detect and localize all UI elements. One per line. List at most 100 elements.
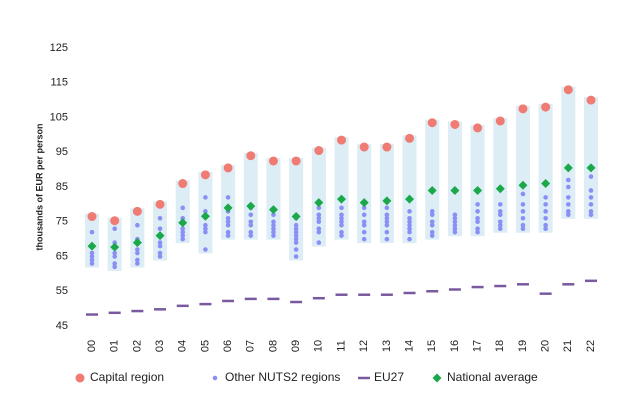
x-tick-label: 08 xyxy=(267,340,279,352)
national-diamond xyxy=(382,196,392,206)
range-bar xyxy=(379,144,394,244)
other-region-dot xyxy=(180,205,186,211)
other-region-dot xyxy=(203,229,208,235)
other-region-dot xyxy=(475,226,480,231)
other-region-dot xyxy=(543,226,548,231)
other-region-dot xyxy=(497,202,503,207)
range-bar xyxy=(447,121,462,237)
other-region-dot xyxy=(248,219,254,225)
other-region-dot xyxy=(407,236,412,242)
other-region-dot xyxy=(566,212,571,218)
legend-label: National average xyxy=(447,370,538,384)
other-region-dot xyxy=(452,229,458,235)
x-tick-label: 19 xyxy=(517,340,529,352)
range-bar xyxy=(311,147,326,247)
national-diamond xyxy=(110,242,120,252)
capital-dot xyxy=(268,156,278,166)
other-region-dot xyxy=(384,222,390,228)
national-diamond xyxy=(427,185,437,195)
other-region-dot xyxy=(407,219,412,225)
national-diamond xyxy=(178,218,188,228)
other-region-dot xyxy=(452,226,458,231)
other-region-dot xyxy=(475,229,480,235)
other-region-dot xyxy=(225,195,231,200)
other-region-dot xyxy=(566,195,571,200)
other-region-dot xyxy=(112,254,117,259)
other-region-dot xyxy=(543,209,548,214)
other-region-dot xyxy=(157,254,163,259)
x-tick-label: 12 xyxy=(358,340,370,352)
national-diamond xyxy=(541,179,551,189)
y-tick-label: 65 xyxy=(56,250,68,262)
other-region-dot xyxy=(271,212,276,218)
other-region-dot xyxy=(293,236,299,242)
other-region-dot xyxy=(203,209,208,214)
national-diamond xyxy=(291,212,301,222)
other-region-dot xyxy=(497,209,503,214)
other-region-dot xyxy=(112,250,117,256)
range-bar xyxy=(85,213,99,268)
national-diamond xyxy=(268,205,278,215)
capital-dot xyxy=(450,119,460,129)
x-tick-label: 21 xyxy=(562,340,574,352)
other-region-dot xyxy=(271,233,276,238)
other-region-dot xyxy=(520,209,526,214)
range-bar xyxy=(334,137,349,240)
other-region-dot xyxy=(293,229,299,235)
legend-label: Other NUTS2 regions xyxy=(225,370,340,384)
range-bar xyxy=(538,104,553,233)
x-tick-label: 17 xyxy=(471,340,483,352)
other-region-dot xyxy=(89,257,95,263)
other-region-dot xyxy=(180,215,186,221)
other-region-dot xyxy=(203,195,208,200)
other-region-dot xyxy=(203,247,208,252)
capital-dot xyxy=(382,142,392,152)
capital-dot xyxy=(337,135,346,145)
national-diamond xyxy=(200,211,210,221)
other-region-dot xyxy=(225,233,231,238)
y-tick-label: 105 xyxy=(50,111,68,123)
other-region-dot xyxy=(361,229,367,235)
other-region-dot xyxy=(112,226,117,231)
other-region-dot xyxy=(520,215,526,221)
x-tick-label: 04 xyxy=(177,340,189,352)
other-region-dot xyxy=(316,240,322,245)
other-region-dot xyxy=(225,219,231,225)
other-region-dot xyxy=(339,219,344,225)
other-region-dot xyxy=(407,226,412,231)
other-region-dot xyxy=(293,222,299,228)
x-tick-label: 00 xyxy=(86,340,98,352)
other-region-dot xyxy=(566,209,571,214)
capital-dot xyxy=(586,95,596,105)
other-region-dot xyxy=(203,226,208,231)
other-region-dot xyxy=(203,222,208,228)
other-region-dot xyxy=(407,222,412,228)
legend-marker xyxy=(212,375,218,381)
other-region-dot xyxy=(248,222,254,228)
capital-dot xyxy=(405,133,415,143)
other-region-dot xyxy=(452,212,458,218)
other-region-dot xyxy=(225,222,231,228)
range-bar xyxy=(561,86,576,219)
range-bar xyxy=(289,157,304,261)
other-region-dot xyxy=(89,229,95,235)
capital-dot xyxy=(359,142,369,152)
other-region-dot xyxy=(543,222,548,228)
other-region-dot xyxy=(497,222,503,228)
legend-marker xyxy=(432,373,442,383)
national-diamond xyxy=(155,231,165,241)
other-region-dot xyxy=(543,195,548,200)
national-diamond xyxy=(405,194,415,204)
other-region-dot xyxy=(475,215,480,221)
x-tick-label: 01 xyxy=(109,340,121,352)
other-region-dot xyxy=(407,229,412,235)
legend-label: Capital region xyxy=(90,370,164,384)
other-region-dot xyxy=(339,212,344,218)
y-tick-label: 95 xyxy=(56,146,68,158)
other-region-dot xyxy=(339,233,344,238)
national-diamond xyxy=(246,201,256,211)
capital-dot xyxy=(246,151,256,161)
national-diamond xyxy=(518,180,528,190)
other-region-dot xyxy=(361,219,367,225)
x-tick-label: 11 xyxy=(335,340,347,351)
